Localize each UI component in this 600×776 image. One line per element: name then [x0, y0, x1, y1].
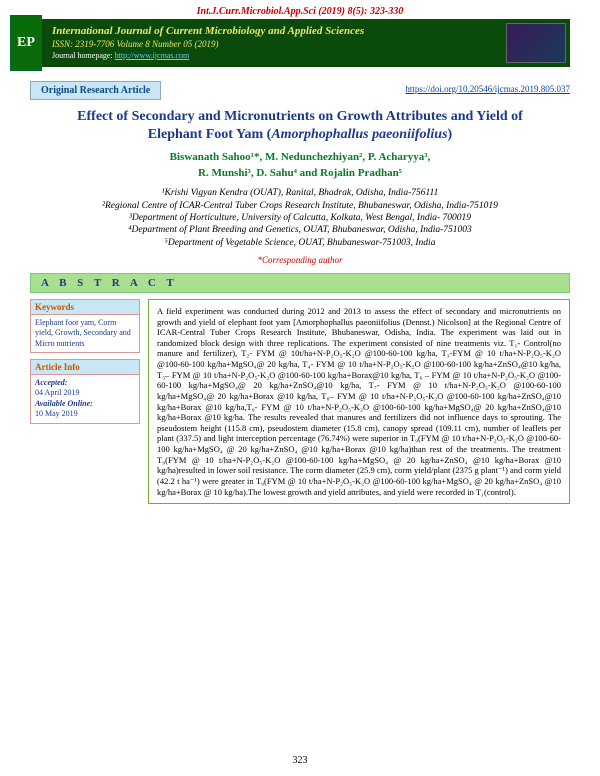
title-species: Amorphophallus paeoniifolius — [271, 127, 447, 142]
article-info-header: Article Info — [31, 360, 139, 375]
keywords-body: Elephant foot yam, Corm yield, Growth, S… — [31, 315, 139, 352]
available-label: Available Online: — [35, 399, 93, 408]
page-number: 323 — [0, 755, 600, 766]
homepage-link[interactable]: http://www.ijcmas.com — [115, 51, 190, 60]
title-line2-prefix: Elephant Foot Yam ( — [148, 127, 272, 142]
journal-citation: Int.J.Curr.Microbiol.App.Sci (2019) 8(5)… — [0, 0, 600, 19]
journal-banner: EP International Journal of Current Micr… — [30, 19, 570, 67]
article-type-badge: Original Research Article — [30, 81, 161, 100]
keywords-box: Keywords Elephant foot yam, Corm yield, … — [30, 299, 140, 353]
authors: Biswanath Sahoo¹*, M. Nedunchezhiyan², P… — [30, 150, 570, 181]
title-line2-suffix: ) — [448, 127, 453, 142]
affiliation-5: ⁵Department of Vegetable Science, OUAT, … — [165, 238, 436, 248]
affiliation-3: ³Department of Horticulture, University … — [129, 213, 471, 223]
doi-link[interactable]: https://doi.org/10.20546/ijcmas.2019.805… — [405, 81, 570, 100]
homepage-label: Journal homepage: — [52, 51, 115, 60]
affiliations: ¹Krishi Vigyan Kendra (OUAT), Ranital, B… — [30, 187, 570, 249]
abstract-header: A B S T R A C T — [30, 273, 570, 293]
abstract-text: A field experiment was conducted during … — [148, 299, 570, 504]
title-line1: Effect of Secondary and Micronutrients o… — [77, 109, 523, 124]
accepted-value: 04 April 2019 — [35, 388, 79, 397]
journal-cover-thumbnail — [506, 23, 566, 63]
available-value: 10 May 2019 — [35, 409, 78, 418]
affiliation-4: ⁴Department of Plant Breeding and Geneti… — [128, 225, 472, 235]
affiliation-1: ¹Krishi Vigyan Kendra (OUAT), Ranital, B… — [162, 188, 439, 198]
accepted-label: Accepted: — [35, 378, 67, 387]
authors-line2: R. Munshi³, D. Sahu⁴ and Rojalin Pradhan… — [198, 167, 402, 179]
journal-homepage: Journal homepage: http://www.ijcmas.com — [52, 51, 562, 60]
article-title: Effect of Secondary and Micronutrients o… — [30, 108, 570, 144]
affiliation-2: ²Regional Centre of ICAR-Central Tuber C… — [102, 201, 498, 211]
article-info-box: Article Info Accepted: 04 April 2019 Ava… — [30, 359, 140, 424]
article-bar: Original Research Article https://doi.or… — [30, 81, 570, 100]
authors-line1: Biswanath Sahoo¹*, M. Nedunchezhiyan², P… — [170, 151, 431, 163]
article-info-body: Accepted: 04 April 2019 Available Online… — [31, 375, 139, 423]
sidebar: Keywords Elephant foot yam, Corm yield, … — [30, 299, 140, 504]
publisher-logo: EP — [10, 15, 42, 71]
content-row: Keywords Elephant foot yam, Corm yield, … — [30, 299, 570, 504]
issn-line: ISSN: 2319-7706 Volume 8 Number 05 (2019… — [52, 39, 562, 49]
keywords-header: Keywords — [31, 300, 139, 315]
journal-title: International Journal of Current Microbi… — [52, 25, 562, 37]
corresponding-author: *Corresponding author — [0, 255, 600, 265]
